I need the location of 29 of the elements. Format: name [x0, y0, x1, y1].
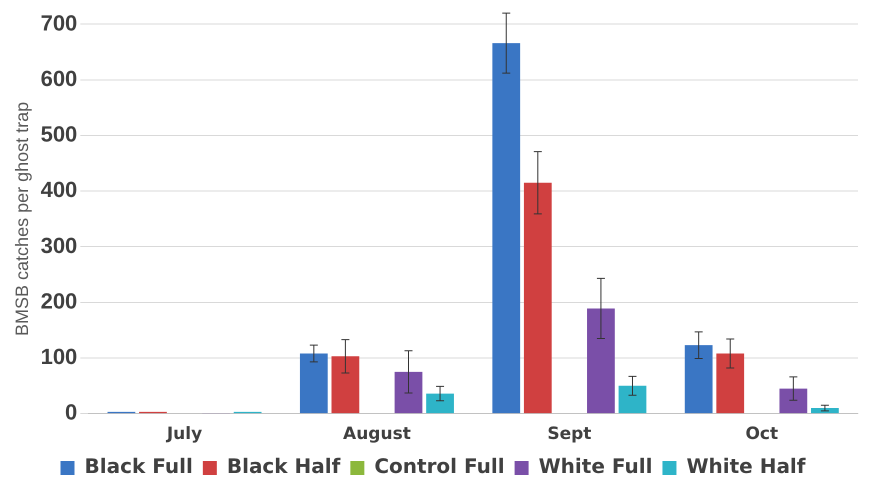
- y-axis-title: BMSB catches per ghost trap: [12, 102, 32, 336]
- bar: [618, 386, 646, 414]
- x-tick-label: August: [343, 424, 411, 444]
- y-tick-label: 0: [65, 400, 78, 425]
- bar: [394, 372, 422, 414]
- y-tick-label: 400: [40, 177, 78, 202]
- bar: [332, 356, 360, 414]
- bar: [684, 345, 713, 414]
- legend-label: Black Full: [84, 454, 193, 478]
- bar: [524, 182, 552, 414]
- bar: [779, 388, 808, 414]
- legend-label: White Half: [686, 454, 806, 478]
- legend-label: White Full: [538, 454, 652, 478]
- legend-label: Control Full: [374, 454, 505, 478]
- bar: [492, 43, 520, 414]
- bar: [426, 394, 454, 414]
- bar: [587, 308, 615, 414]
- y-tick-label: 600: [40, 66, 78, 91]
- y-tick-label: 300: [40, 232, 78, 258]
- bar: [716, 354, 744, 414]
- legend-label: Black Half: [226, 454, 341, 478]
- bar: [300, 354, 328, 414]
- y-tick-label: 500: [40, 122, 78, 147]
- x-tick-label: July: [166, 424, 202, 444]
- y-tick-label: 700: [40, 10, 78, 36]
- y-tick-label: 100: [40, 344, 78, 370]
- y-tick-label: 200: [40, 288, 78, 314]
- x-tick-label: Sept: [547, 424, 592, 444]
- x-tick-label: Oct: [745, 424, 778, 444]
